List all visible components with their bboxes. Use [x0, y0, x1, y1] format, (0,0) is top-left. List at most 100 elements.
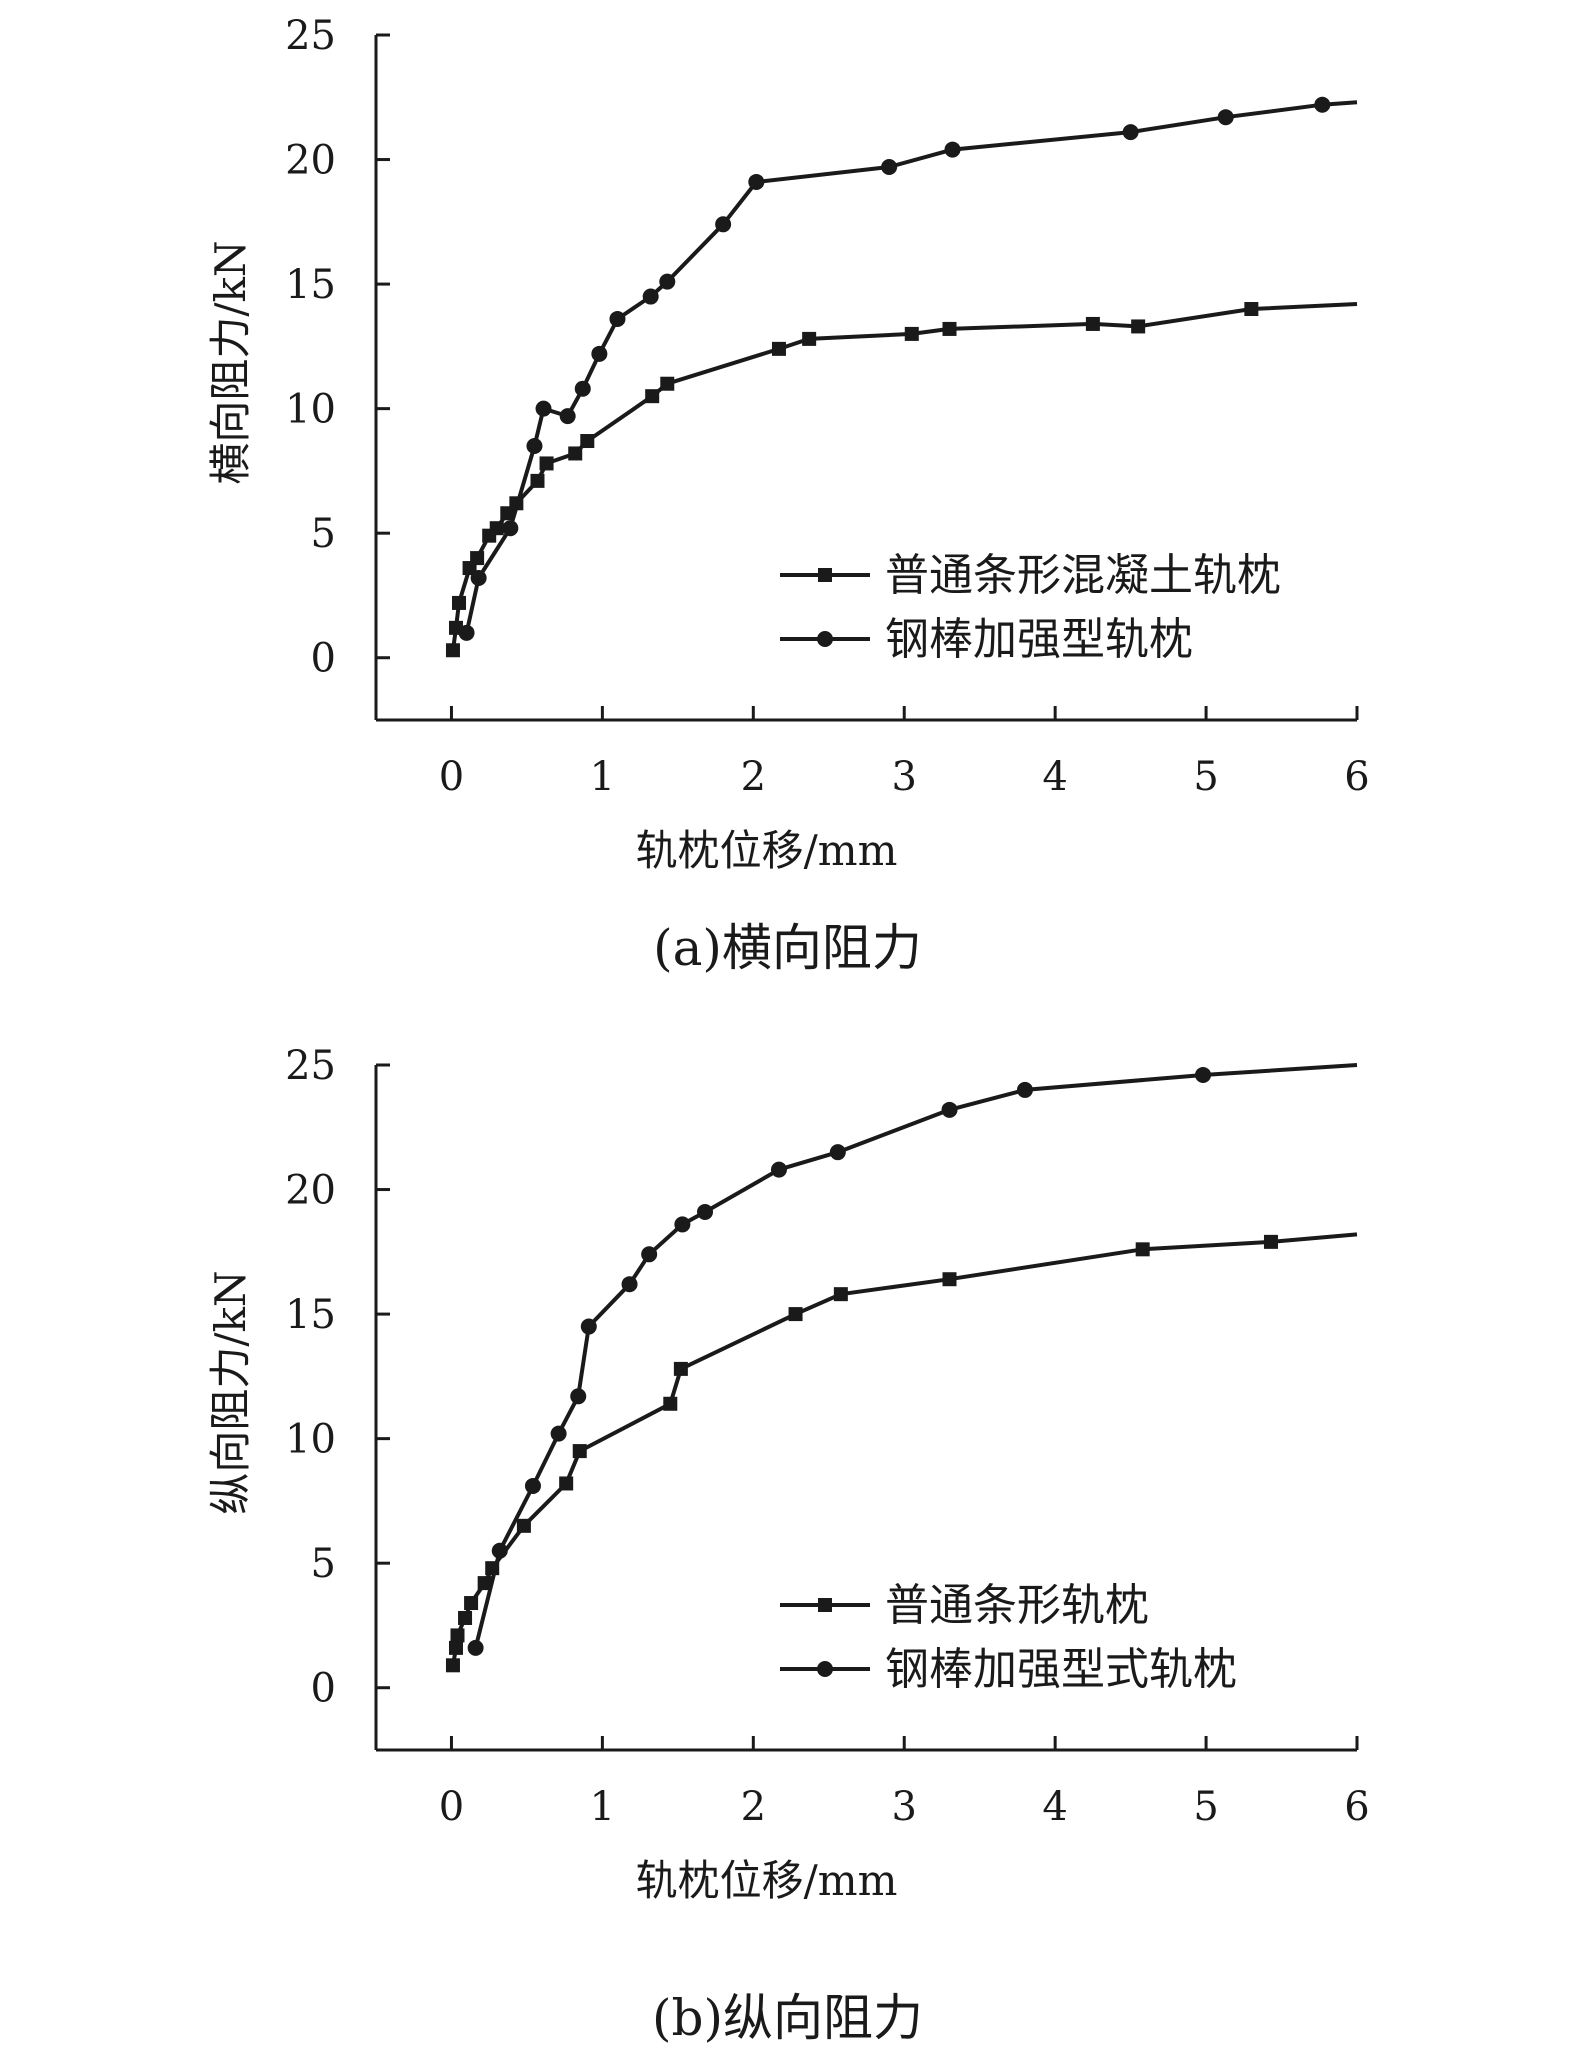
- x-tick-label: 3: [892, 754, 917, 800]
- data-point: [1122, 124, 1139, 141]
- data-point: [1085, 316, 1100, 331]
- x-axis-label: 轨枕位移/mm: [636, 1856, 898, 1905]
- data-point: [516, 1518, 531, 1533]
- data-point: [1131, 319, 1146, 334]
- data-point: [674, 1216, 691, 1233]
- data-point: [489, 521, 504, 536]
- data-point: [715, 216, 732, 233]
- y-tick-label: 25: [285, 1043, 336, 1089]
- data-point: [572, 1444, 587, 1459]
- y-tick-label: 25: [285, 13, 336, 59]
- data-point: [697, 1203, 714, 1220]
- legend-entry-2: 钢棒加强型轨枕: [885, 614, 1193, 665]
- data-point: [642, 288, 659, 305]
- x-tick-label: 5: [1193, 754, 1218, 800]
- data-point: [788, 1307, 803, 1322]
- caption-a: (a)横向阻力: [653, 919, 922, 977]
- data-point: [477, 1576, 492, 1591]
- data-point: [464, 1596, 479, 1611]
- x-tick-label: 6: [1344, 754, 1369, 800]
- data-point: [1016, 1081, 1033, 1098]
- data-point: [470, 551, 485, 566]
- data-point: [904, 326, 919, 341]
- data-point: [771, 341, 786, 356]
- data-point: [1135, 1242, 1150, 1257]
- y-axis-label: 横向阻力/kN: [206, 240, 255, 484]
- y-tick-label: 0: [311, 636, 336, 682]
- y-tick-label: 5: [311, 1541, 336, 1587]
- data-point: [645, 389, 660, 404]
- y-tick-label: 20: [285, 1168, 336, 1214]
- data-point: [833, 1287, 848, 1302]
- legend-entry-1: 普通条形混凝土轨枕: [885, 550, 1281, 601]
- data-point: [458, 1610, 473, 1625]
- data-point: [641, 1246, 658, 1263]
- data-point: [659, 273, 676, 290]
- data-point: [559, 1476, 574, 1491]
- chart-longitudinal-resistance: 0 5 10 15 20 25 0 1 2 3 4 5 6 轨枕位移/mm 纵向阻力/kN 普通条形轨枕钢棒加…: [206, 1043, 1370, 1905]
- data-point: [568, 446, 583, 461]
- y-tick-label: 10: [285, 387, 336, 433]
- chart-lateral-resistance: 0 5 10 15 20 25 0 1 2 3 4 5 6 轨枕位移/mm 横向阻力/kN 普通条形混凝土轨枕…: [206, 13, 1370, 875]
- x-tick-label: 1: [590, 1784, 615, 1830]
- y-tick-label: 5: [311, 511, 336, 557]
- data-point: [448, 1640, 463, 1655]
- data-point: [1195, 1066, 1212, 1083]
- x-tick-label: 4: [1042, 1784, 1067, 1830]
- legend-marker-1: [818, 1598, 832, 1612]
- caption-b: (b)纵向阻力: [651, 1989, 924, 2047]
- data-point: [748, 173, 765, 190]
- y-tick-label: 15: [285, 1292, 336, 1338]
- series-line-2: [473, 1063, 1358, 1649]
- data-point: [591, 345, 608, 362]
- data-point: [660, 376, 675, 391]
- legend-marker-2: [817, 631, 833, 647]
- chart-panel-a: 0 5 10 15 20 25 0 1 2 3 4 5 6 轨枕位移/mm 横向阻力/kN 普通条形混凝土轨枕…: [0, 0, 1575, 880]
- data-point: [673, 1361, 688, 1376]
- data-point: [570, 1388, 587, 1405]
- y-tick-label: 15: [285, 262, 336, 308]
- data-point: [458, 624, 475, 641]
- y-tick-label: 10: [285, 1417, 336, 1463]
- data-point: [580, 434, 595, 449]
- legend-marker-2: [817, 1661, 833, 1677]
- data-point: [829, 1144, 846, 1161]
- data-point: [445, 643, 460, 658]
- x-axis-label: 轨枕位移/mm: [636, 826, 898, 875]
- data-point: [502, 520, 519, 537]
- x-tick-label: 4: [1042, 754, 1067, 800]
- data-point: [802, 331, 817, 346]
- data-point: [609, 310, 626, 327]
- data-point: [942, 1272, 957, 1287]
- data-point: [1217, 109, 1234, 126]
- data-point: [535, 400, 552, 417]
- data-point: [881, 159, 898, 176]
- y-tick-label: 20: [285, 138, 336, 184]
- x-tick-label: 6: [1344, 1784, 1369, 1830]
- x-tick-label: 2: [741, 754, 766, 800]
- data-point: [539, 456, 554, 471]
- data-point: [530, 473, 545, 488]
- y-axis-label: 纵向阻力/kN: [206, 1270, 255, 1514]
- data-point: [621, 1276, 638, 1293]
- y-tick-label: 0: [311, 1666, 336, 1712]
- legend-entry-1: 普通条形轨枕: [885, 1580, 1149, 1631]
- legend-marker-1: [818, 568, 832, 582]
- x-tick-label: 0: [439, 1784, 464, 1830]
- data-point: [452, 595, 467, 610]
- data-point: [467, 1639, 484, 1656]
- data-point: [1314, 96, 1331, 113]
- chart-panel-b: 0 5 10 15 20 25 0 1 2 3 4 5 6 轨枕位移/mm 纵向阻力/kN 普通条形轨枕 钢棒加…: [0, 1030, 1575, 1910]
- data-point: [663, 1396, 678, 1411]
- data-point: [550, 1425, 567, 1442]
- data-point: [1244, 302, 1259, 316]
- data-point: [450, 1628, 465, 1643]
- legend-entry-2: 钢棒加强型式轨枕: [885, 1644, 1237, 1695]
- data-point: [574, 380, 591, 397]
- data-point: [491, 1542, 508, 1559]
- data-point: [470, 570, 487, 587]
- x-tick-label: 1: [590, 754, 615, 800]
- data-point: [559, 408, 576, 425]
- data-point: [445, 1658, 460, 1673]
- x-tick-label: 5: [1193, 1784, 1218, 1830]
